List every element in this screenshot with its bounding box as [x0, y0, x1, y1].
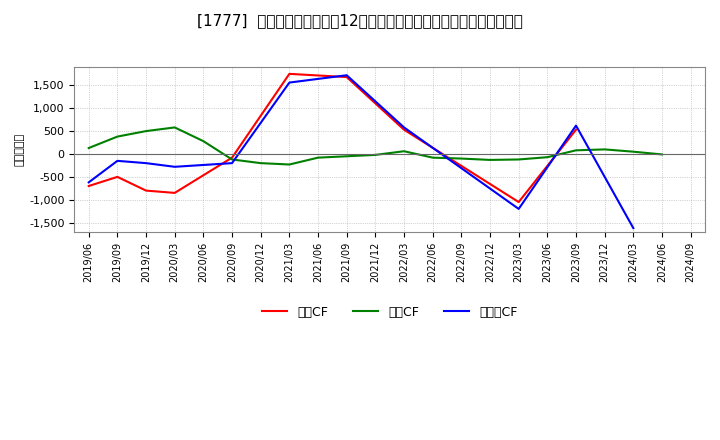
- 投資CF: [600, 147, 609, 152]
- フリーCF: [572, 123, 580, 128]
- 投資CF: [572, 148, 580, 153]
- Y-axis label: （百万円）: （百万円）: [15, 133, 25, 166]
- フリーCF: [343, 73, 351, 78]
- 投資CF: [657, 152, 666, 157]
- フリーCF: [171, 164, 179, 169]
- Line: フリーCF: フリーCF: [89, 75, 634, 228]
- フリーCF: [285, 80, 294, 85]
- 営業CF: [228, 155, 236, 160]
- 投資CF: [343, 154, 351, 159]
- Text: [1777]  キャッシュフローの12か月移動合計の対前年同期増減額の推移: [1777] キャッシュフローの12か月移動合計の対前年同期増減額の推移: [197, 13, 523, 28]
- 営業CF: [285, 71, 294, 77]
- 営業CF: [171, 190, 179, 195]
- フリーCF: [629, 226, 638, 231]
- 営業CF: [343, 74, 351, 80]
- 投資CF: [84, 145, 93, 150]
- 投資CF: [285, 162, 294, 167]
- 営業CF: [572, 127, 580, 132]
- 投資CF: [171, 125, 179, 130]
- フリーCF: [228, 161, 236, 166]
- 投資CF: [428, 155, 437, 160]
- 投資CF: [113, 134, 122, 139]
- 営業CF: [142, 188, 150, 193]
- 営業CF: [113, 174, 122, 180]
- 投資CF: [457, 156, 466, 161]
- Legend: 営業CF, 投資CF, フリーCF: 営業CF, 投資CF, フリーCF: [257, 301, 522, 324]
- 投資CF: [142, 128, 150, 134]
- 投資CF: [228, 157, 236, 162]
- 投資CF: [256, 161, 265, 166]
- 投資CF: [199, 139, 207, 144]
- 投資CF: [543, 154, 552, 160]
- 投資CF: [371, 152, 379, 158]
- 投資CF: [629, 149, 638, 154]
- 投資CF: [486, 157, 495, 162]
- フリーCF: [113, 158, 122, 164]
- フリーCF: [142, 161, 150, 166]
- 営業CF: [84, 183, 93, 189]
- 投資CF: [400, 149, 408, 154]
- 投資CF: [514, 157, 523, 162]
- 投資CF: [314, 155, 323, 160]
- Line: 投資CF: 投資CF: [89, 128, 662, 165]
- フリーCF: [400, 125, 408, 130]
- フリーCF: [514, 206, 523, 212]
- フリーCF: [84, 180, 93, 185]
- 営業CF: [514, 199, 523, 205]
- Line: 営業CF: 営業CF: [89, 74, 576, 202]
- 営業CF: [400, 127, 408, 132]
